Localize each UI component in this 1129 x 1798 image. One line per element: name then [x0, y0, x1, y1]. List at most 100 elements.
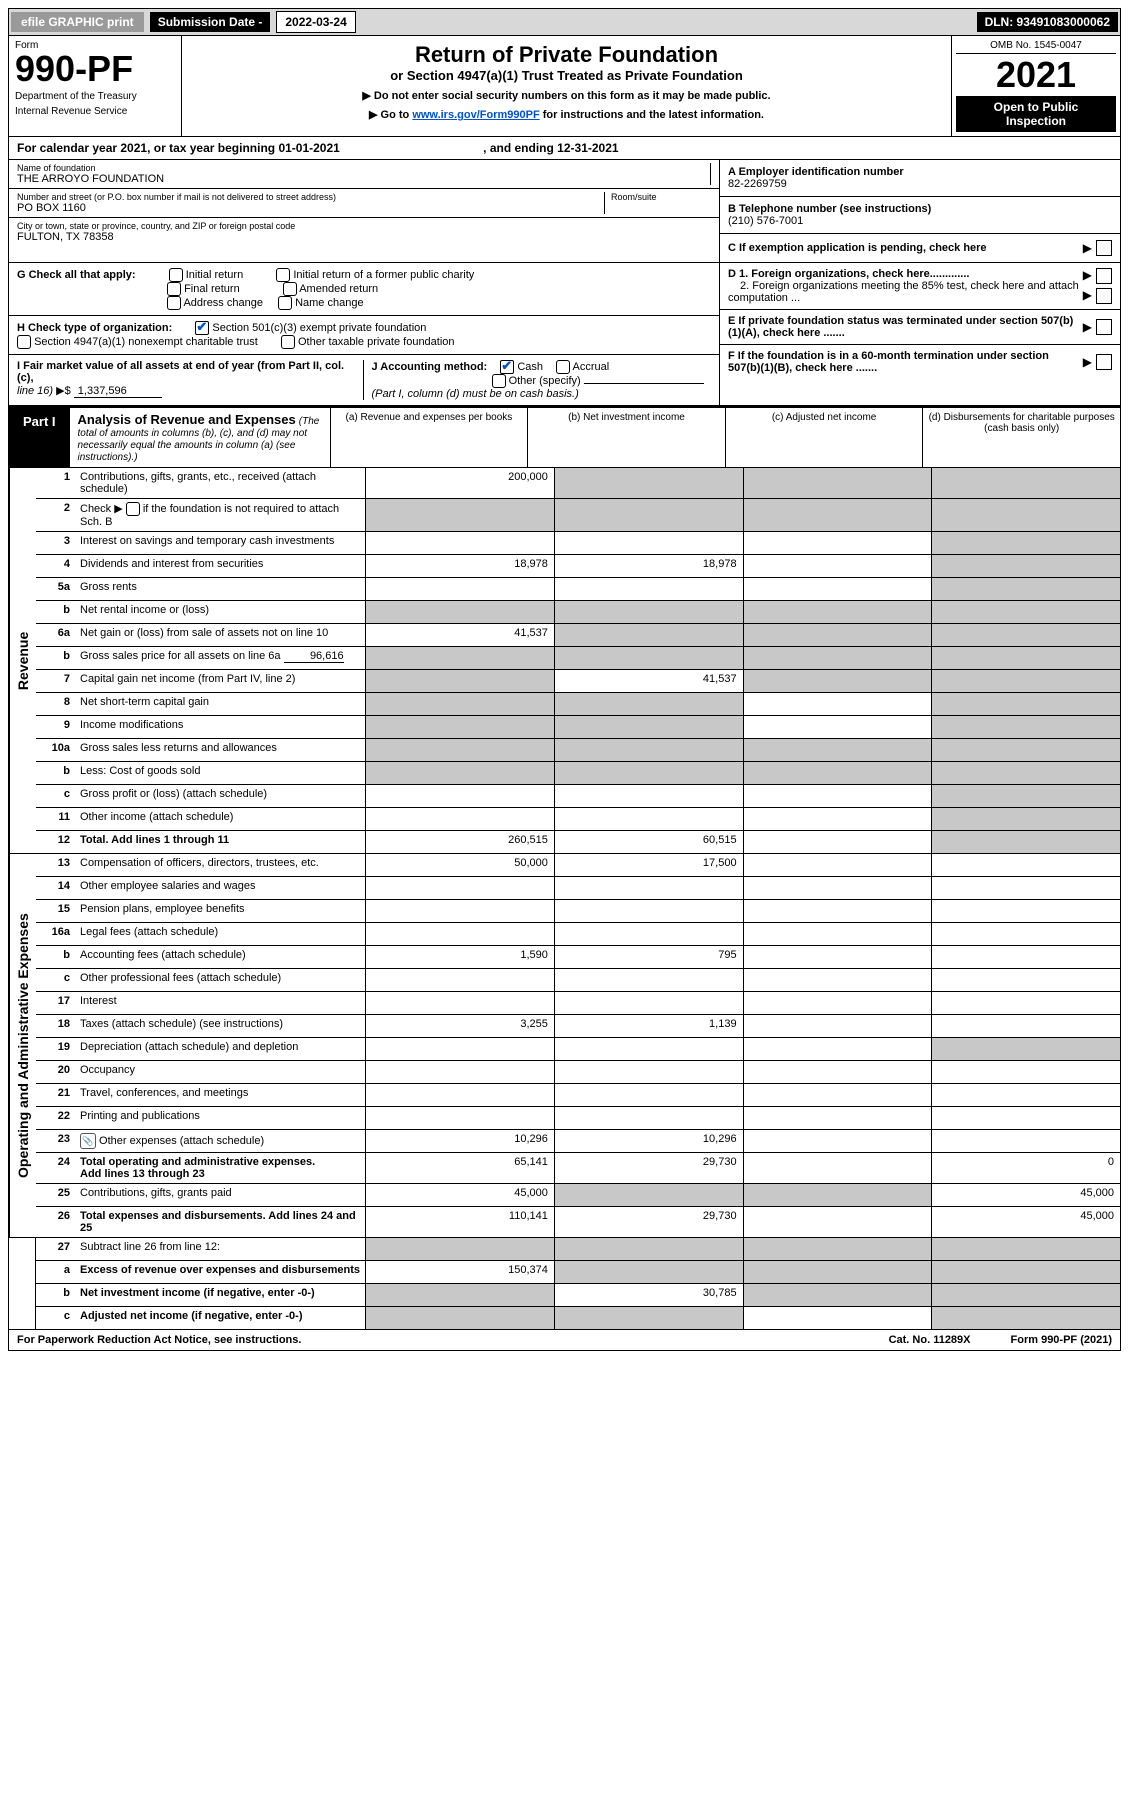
cell-c [744, 693, 933, 715]
exemption-checkbox[interactable] [1096, 240, 1112, 256]
cell-a [366, 716, 555, 738]
row-number: 6a [36, 624, 76, 646]
cell-a: 200,000 [366, 468, 555, 498]
row-label: Other professional fees (attach schedule… [76, 969, 366, 991]
row-label: Gross rents [76, 578, 366, 600]
row-number: b [36, 946, 76, 968]
cell-d [932, 1038, 1120, 1060]
cell-a [366, 601, 555, 623]
efile-button[interactable]: efile GRAPHIC print [11, 12, 144, 32]
f-checkbox[interactable] [1096, 354, 1112, 370]
form-title: Return of Private Foundation [192, 42, 941, 68]
cell-d [932, 693, 1120, 715]
cell-d [932, 831, 1120, 853]
omb-number: OMB No. 1545-0047 [956, 40, 1116, 54]
city-value: FULTON, TX 78358 [17, 231, 711, 243]
schedule-b-checkbox[interactable] [126, 502, 140, 516]
cell-c [744, 1284, 933, 1306]
name-change-checkbox[interactable] [278, 296, 292, 310]
e-checkbox[interactable] [1096, 319, 1112, 335]
h-row: H Check type of organization: Section 50… [9, 316, 719, 355]
cell-a: 3,255 [366, 1015, 555, 1037]
initial-return-checkbox[interactable] [169, 268, 183, 282]
amended-return-checkbox[interactable] [283, 282, 297, 296]
row-label: Net short-term capital gain [76, 693, 366, 715]
former-charity-checkbox[interactable] [276, 268, 290, 282]
i-arrow: ▶$ [56, 385, 71, 397]
calendar-year-row: For calendar year 2021, or tax year begi… [8, 137, 1121, 160]
accrual-checkbox[interactable] [556, 360, 570, 374]
footer-mid: Cat. No. 11289X [889, 1334, 971, 1346]
cash-checkbox[interactable] [500, 360, 514, 374]
col-d-head: (d) Disbursements for charitable purpose… [923, 408, 1120, 467]
row-label: Depreciation (attach schedule) and deple… [76, 1038, 366, 1060]
cell-a [366, 785, 555, 807]
table-row: 21Travel, conferences, and meetings [36, 1084, 1120, 1107]
table-row: 2Check ▶ if the foundation is not requir… [36, 499, 1120, 532]
attachment-icon[interactable]: 📎 [80, 1133, 96, 1149]
row-label: Pension plans, employee benefits [76, 900, 366, 922]
row-number: 3 [36, 532, 76, 554]
table-row: 4Dividends and interest from securities1… [36, 555, 1120, 578]
cell-b [555, 532, 744, 554]
cell-c [744, 555, 933, 577]
tax-year: 2021 [956, 54, 1116, 96]
cell-b [555, 1261, 744, 1283]
irs-link[interactable]: www.irs.gov/Form990PF [412, 109, 539, 121]
cell-c [744, 923, 933, 945]
cell-a: 110,141 [366, 1207, 555, 1237]
cell-b: 17,500 [555, 854, 744, 876]
table-row: 23📎 Other expenses (attach schedule)10,2… [36, 1130, 1120, 1153]
row-label: Contributions, gifts, grants, etc., rece… [76, 468, 366, 498]
cell-a [366, 1061, 555, 1083]
cell-a [366, 499, 555, 531]
final-return-checkbox[interactable] [167, 282, 181, 296]
cell-d [932, 785, 1120, 807]
cell-c [744, 1184, 933, 1206]
cell-a [366, 900, 555, 922]
501c3-checkbox[interactable] [195, 321, 209, 335]
row-number: 22 [36, 1107, 76, 1129]
revenue-side-label: Revenue [9, 468, 36, 853]
fmv-value: 1,337,596 [74, 385, 162, 398]
room-label: Room/suite [611, 192, 711, 202]
cell-b [555, 1084, 744, 1106]
cell-c [744, 499, 933, 531]
j-note: (Part I, column (d) must be on cash basi… [372, 388, 579, 400]
exemption-label: C If exemption application is pending, c… [728, 242, 1083, 254]
cell-b [555, 693, 744, 715]
row-label: Subtract line 26 from line 12: [76, 1238, 366, 1260]
table-row: 10aGross sales less returns and allowanc… [36, 739, 1120, 762]
cell-d [932, 900, 1120, 922]
table-row: 14Other employee salaries and wages [36, 877, 1120, 900]
d2-checkbox[interactable] [1096, 288, 1112, 304]
cell-d: 45,000 [932, 1184, 1120, 1206]
table-row: 20Occupancy [36, 1061, 1120, 1084]
g-opt3: Address change [183, 297, 263, 309]
phone-label: B Telephone number (see instructions) [728, 203, 1112, 215]
cell-b [555, 785, 744, 807]
table-row: 27Subtract line 26 from line 12: [36, 1238, 1120, 1261]
row-label: Legal fees (attach schedule) [76, 923, 366, 945]
cell-d [932, 1284, 1120, 1306]
cell-a [366, 808, 555, 830]
other-taxable-checkbox[interactable] [281, 335, 295, 349]
4947-checkbox[interactable] [17, 335, 31, 349]
cell-d [932, 992, 1120, 1014]
d1-checkbox[interactable] [1096, 268, 1112, 284]
cell-d [932, 601, 1120, 623]
other-specify-checkbox[interactable] [492, 374, 506, 388]
address-change-checkbox[interactable] [167, 296, 181, 310]
row-label: Net investment income (if negative, ente… [76, 1284, 366, 1306]
row-label: Gross sales less returns and allowances [76, 739, 366, 761]
summary-table: 27Subtract line 26 from line 12:aExcess … [8, 1238, 1121, 1330]
cell-c [744, 532, 933, 554]
table-row: cOther professional fees (attach schedul… [36, 969, 1120, 992]
cell-b [555, 739, 744, 761]
cell-d [932, 1307, 1120, 1329]
table-row: 13Compensation of officers, directors, t… [36, 854, 1120, 877]
h-label: H Check type of organization: [17, 322, 172, 334]
footer-right: Form 990-PF (2021) [1011, 1334, 1112, 1346]
cell-d [932, 1084, 1120, 1106]
cell-d [932, 739, 1120, 761]
